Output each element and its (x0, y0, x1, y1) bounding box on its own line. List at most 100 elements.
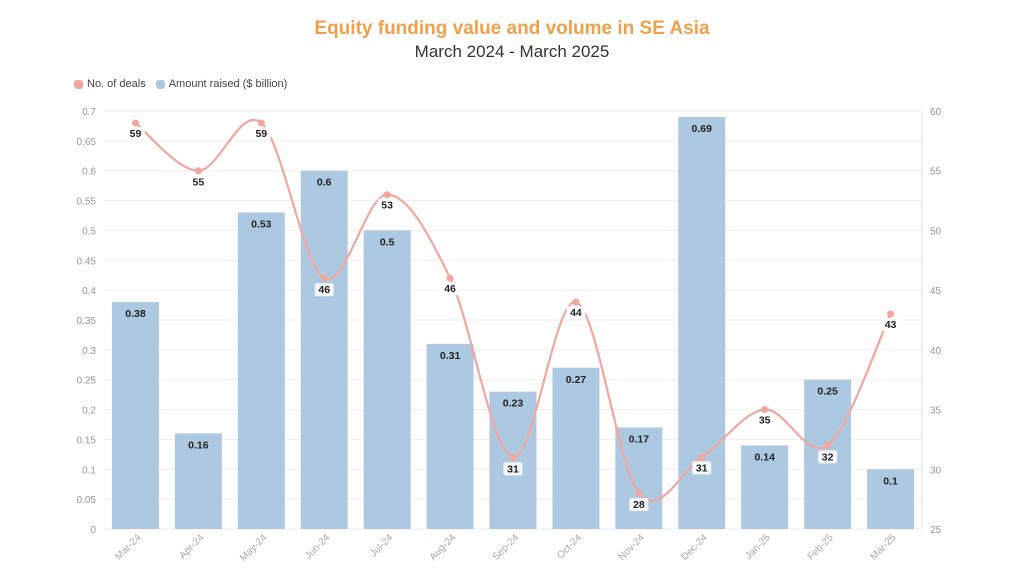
y-left-tick-label: 0.4 (82, 286, 96, 297)
bar-value-label: 0.14 (754, 451, 775, 463)
x-tick-label: Jan-25 (743, 532, 773, 562)
line-label-bg (251, 126, 271, 140)
y-left-tick-label: 0.65 (77, 137, 97, 148)
line-value-label: 46 (318, 284, 330, 296)
line-value-label: 32 (822, 451, 834, 463)
line-label-bg (377, 198, 397, 212)
bar-value-label: 0.5 (380, 236, 395, 248)
y-left-tick-label: 0.1 (82, 465, 96, 476)
line-value-label: 59 (255, 128, 267, 140)
x-tick-label: Aug-24 (428, 532, 459, 563)
line-value-label: 31 (696, 462, 708, 474)
line-label-bg (566, 306, 586, 320)
line-point (446, 274, 454, 282)
line-point (383, 191, 391, 199)
bar (615, 427, 663, 529)
line-value-label: 35 (759, 415, 771, 427)
line-label-bg (692, 461, 712, 475)
line-point (131, 119, 139, 127)
x-tick-label: Apr-24 (178, 532, 207, 561)
x-tick-label: Nov-24 (616, 532, 647, 563)
line-label-bg (440, 282, 460, 296)
line-value-label: 44 (570, 307, 582, 319)
y-left-tick-label: 0.55 (77, 197, 97, 208)
bar-value-label: 0.16 (188, 439, 209, 451)
legend-item-amount[interactable]: Amount raised ($ billion) (155, 78, 288, 90)
line-value-label: 53 (381, 200, 393, 212)
y-right-tick-label: 45 (930, 286, 942, 297)
y-right-tick-label: 50 (930, 226, 942, 237)
line-label-bg (125, 126, 145, 140)
x-tick-label: Dec-24 (679, 532, 710, 563)
x-tick-label: May-24 (238, 532, 270, 564)
line-point (572, 298, 580, 306)
chart-subtitle: March 2024 - March 2025 (414, 42, 610, 61)
bar (426, 343, 474, 529)
x-tick-label: Jul-24 (368, 532, 395, 559)
bar-value-label: 0.69 (692, 123, 713, 135)
x-tick-label: Oct-24 (555, 532, 584, 561)
x-tick-label: Sep-24 (491, 532, 522, 563)
x-tick-label: Feb-25 (806, 532, 836, 562)
legend-label-amount: Amount raised ($ billion) (168, 78, 288, 90)
line-value-label: 28 (633, 499, 645, 511)
line-point (698, 453, 706, 461)
bar (363, 230, 411, 529)
y-left-tick-label: 0 (90, 525, 96, 536)
y-right-tick-label: 35 (930, 406, 942, 417)
line-value-label: 55 (193, 177, 205, 189)
bar (741, 445, 789, 529)
bar-value-label: 0.27 (566, 374, 587, 386)
line-value-label: 59 (130, 128, 142, 140)
bar-value-label: 0.31 (440, 350, 461, 362)
line-value-label: 31 (507, 463, 519, 475)
line-point (194, 167, 202, 175)
line-value-label: 46 (444, 283, 456, 295)
chart-title: Equity funding value and volume in SE As… (314, 18, 710, 39)
line-label-bg (755, 413, 775, 427)
legend-item-deals[interactable]: No. of deals (74, 78, 146, 90)
x-tick-label: Mar-25 (868, 532, 898, 562)
bar (867, 469, 915, 529)
y-left-tick-label: 0.3 (82, 346, 96, 357)
y-right-tick-label: 40 (930, 346, 942, 357)
y-left-tick-label: 0.2 (82, 406, 96, 417)
line-label-bg (314, 283, 334, 297)
line-point (761, 406, 769, 414)
x-tick-label: Mar-24 (113, 532, 143, 562)
legend-swatch-deals (74, 79, 83, 89)
y-right-tick-label: 60 (930, 107, 942, 118)
line-label-bg (503, 462, 523, 476)
line-value-label: 43 (885, 319, 897, 331)
bar-value-label: 0.38 (125, 308, 146, 320)
bar-value-label: 0.53 (251, 219, 272, 231)
y-left-tick-label: 0.25 (77, 376, 97, 387)
bar-value-label: 0.6 (317, 177, 332, 189)
line-point (824, 441, 832, 449)
legend-swatch-amount (155, 79, 165, 89)
bar (552, 367, 600, 529)
line-label-bg (629, 498, 649, 512)
y-right-tick-label: 30 (930, 465, 942, 476)
line-point (509, 453, 517, 461)
bar-value-label: 0.17 (629, 433, 650, 445)
y-right-tick-label: 25 (930, 525, 942, 536)
bar-value-label: 0.25 (817, 386, 838, 398)
legend: No. of deals Amount raised ($ billion) (74, 78, 297, 90)
line-point (635, 489, 643, 497)
y-left-tick-label: 0.15 (77, 435, 97, 446)
bar (300, 170, 348, 529)
line-label-bg (188, 175, 208, 189)
line-label-bg (818, 450, 838, 464)
line-point (320, 274, 328, 282)
y-left-tick-label: 0.7 (82, 107, 96, 118)
bar (174, 433, 222, 529)
y-left-tick-label: 0.6 (82, 167, 96, 178)
legend-label-deals: No. of deals (87, 78, 146, 90)
bar (237, 212, 285, 529)
bar (111, 302, 159, 529)
line-point (887, 310, 895, 318)
y-left-tick-label: 0.45 (77, 256, 97, 267)
y-left-tick-label: 0.35 (77, 316, 97, 327)
